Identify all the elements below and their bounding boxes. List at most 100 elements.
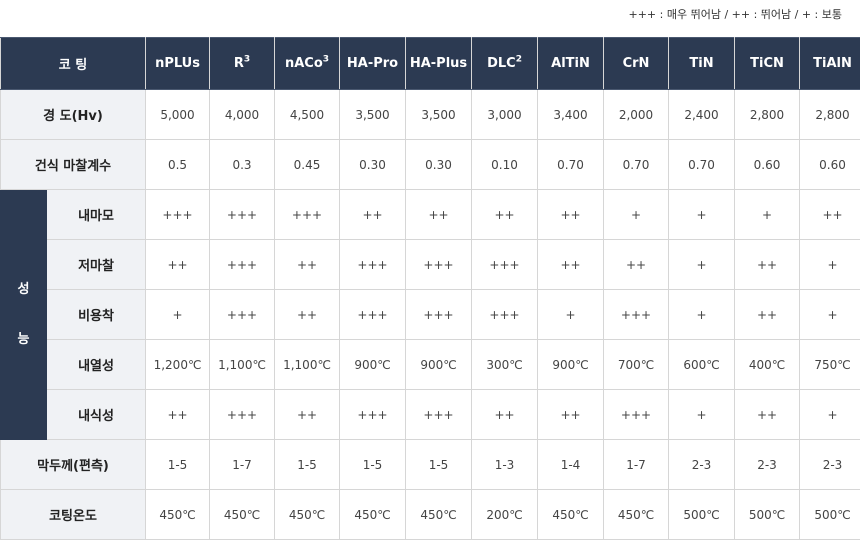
table-cell: 700℃ xyxy=(603,339,670,390)
table-cell: 450℃ xyxy=(145,489,211,540)
table-cell: +++ xyxy=(603,389,670,440)
column-header-7: CrN xyxy=(603,37,670,90)
row-header: 내식성 xyxy=(45,389,147,440)
table-cell: 1,100℃ xyxy=(274,339,341,390)
table-cell: + xyxy=(799,239,860,290)
table-cell: 750℃ xyxy=(799,339,860,390)
table-cell: +++ xyxy=(471,239,539,290)
table-cell: +++ xyxy=(603,289,670,340)
column-header-label: nACo xyxy=(284,56,323,71)
table-cell: 2,800 xyxy=(799,89,860,140)
table-cell: 0.60 xyxy=(799,139,860,190)
table-cell: + xyxy=(668,189,736,240)
column-header-2: nACo3 xyxy=(274,37,341,90)
table-row: 성 능 내마모 +++ +++ +++ ++ ++ ++ ++ + + + ++ xyxy=(0,189,860,440)
table-cell: + xyxy=(799,289,860,340)
table-cell: +++ xyxy=(209,239,276,290)
table-cell: 0.10 xyxy=(471,139,539,190)
table-cell: ++ xyxy=(537,239,605,290)
table-row: 비용착 + +++ ++ +++ +++ +++ + +++ + ++ + xyxy=(1,289,860,340)
column-header-label: CrN xyxy=(622,56,650,71)
table-cell: 1-3 xyxy=(471,439,539,490)
column-header-4: HA-Plus xyxy=(405,37,473,90)
table-cell: 3,500 xyxy=(339,89,407,140)
table-cell: 450℃ xyxy=(405,489,473,540)
row-header: 내열성 xyxy=(45,339,147,390)
table-cell: ++ xyxy=(405,189,473,240)
table-cell: ++ xyxy=(471,189,539,240)
table-cell: 300℃ xyxy=(471,339,539,390)
row-header: 비용착 xyxy=(45,289,147,340)
table-cell: 600℃ xyxy=(668,339,736,390)
table-cell: +++ xyxy=(405,239,473,290)
table-cell: 3,500 xyxy=(405,89,473,140)
table-cell: 1-5 xyxy=(274,439,341,490)
table-row: 코팅온도 450℃ 450℃ 450℃ 450℃ 450℃ 200℃ 450℃ 450℃ 500℃… xyxy=(0,489,860,540)
table-cell: +++ xyxy=(209,289,276,340)
table-cell: +++ xyxy=(209,389,276,440)
table-body: 경 도(Hv) 5,000 4,000 4,500 3,500 3,500 3,000 3,4… xyxy=(0,89,860,540)
column-header-label: HA-Plus xyxy=(409,56,468,71)
table-cell: 1-5 xyxy=(145,439,211,490)
table-cell: + xyxy=(603,189,670,240)
table-cell: +++ xyxy=(274,189,341,240)
table-cell: 450℃ xyxy=(274,489,341,540)
coating-spec-table: 코 팅 nPLUs R3 nACo3 HA-Pro HA-Plus DLC2 AlTiN Cr… xyxy=(0,37,860,540)
table-cell: 1-5 xyxy=(405,439,473,490)
table-cell: 0.30 xyxy=(339,139,407,190)
table-cell: 2-3 xyxy=(668,439,736,490)
table-cell: 0.60 xyxy=(734,139,801,190)
table-cell: ++ xyxy=(603,239,670,290)
column-header-label: AlTiN xyxy=(551,56,590,71)
column-header-label: R xyxy=(233,56,244,71)
table-cell: 1-5 xyxy=(339,439,407,490)
table-row: 저마찰 ++ +++ ++ +++ +++ +++ ++ ++ + ++ + xyxy=(1,239,860,290)
table-cell: ++ xyxy=(734,389,801,440)
table-cell: ++ xyxy=(734,289,801,340)
column-header-superscript: 2 xyxy=(515,54,522,65)
table-cell: 450℃ xyxy=(603,489,670,540)
column-header-superscript: 3 xyxy=(243,54,251,65)
table-cell: +++ xyxy=(145,189,211,240)
table-cell: ++ xyxy=(734,239,801,290)
table-cell: +++ xyxy=(405,289,473,340)
table-cell: 0.3 xyxy=(209,139,276,190)
table-cell: 2-3 xyxy=(799,439,860,490)
table-cell: 2,000 xyxy=(603,89,670,140)
table-cell: 3,400 xyxy=(537,89,605,140)
table-cell: 1-7 xyxy=(603,439,670,490)
table-header-row: 코 팅 nPLUs R3 nACo3 HA-Pro HA-Plus DLC2 AlTiN Cr… xyxy=(0,37,860,90)
column-header-superscript: 3 xyxy=(322,54,330,65)
table-cell: 2,400 xyxy=(668,89,736,140)
row-header: 건식 마찰계수 xyxy=(0,139,147,190)
table-cell: + xyxy=(734,189,801,240)
table-cell: +++ xyxy=(405,389,473,440)
column-header-1: R3 xyxy=(209,37,276,90)
table-cell: + xyxy=(537,289,605,340)
row-header: 내마모 xyxy=(45,189,147,240)
row-header: 코팅온도 xyxy=(0,489,147,540)
table-cell: 0.70 xyxy=(603,139,670,190)
table-cell: 450℃ xyxy=(339,489,407,540)
table-cell: ++ xyxy=(274,389,341,440)
table-cell: 900℃ xyxy=(405,339,473,390)
table-cell: + xyxy=(799,389,860,440)
table-cell: 2-3 xyxy=(734,439,801,490)
row-header: 경 도(Hv) xyxy=(0,89,147,140)
table-cell: +++ xyxy=(209,189,276,240)
table-cell: 4,500 xyxy=(274,89,341,140)
table-cell: ++ xyxy=(471,389,539,440)
table-cell: 3,000 xyxy=(471,89,539,140)
table-cell: ++ xyxy=(537,189,605,240)
column-header-5: DLC2 xyxy=(471,37,539,90)
table-cell: +++ xyxy=(339,239,407,290)
table-cell: 900℃ xyxy=(537,339,605,390)
table-cell: 200℃ xyxy=(471,489,539,540)
table-cell: 5,000 xyxy=(145,89,211,140)
table-cell: 0.30 xyxy=(405,139,473,190)
table-cell: 1-7 xyxy=(209,439,276,490)
column-header-8: TiN xyxy=(668,37,736,90)
table-cell: 0.5 xyxy=(145,139,211,190)
table-cell: ++ xyxy=(274,289,341,340)
